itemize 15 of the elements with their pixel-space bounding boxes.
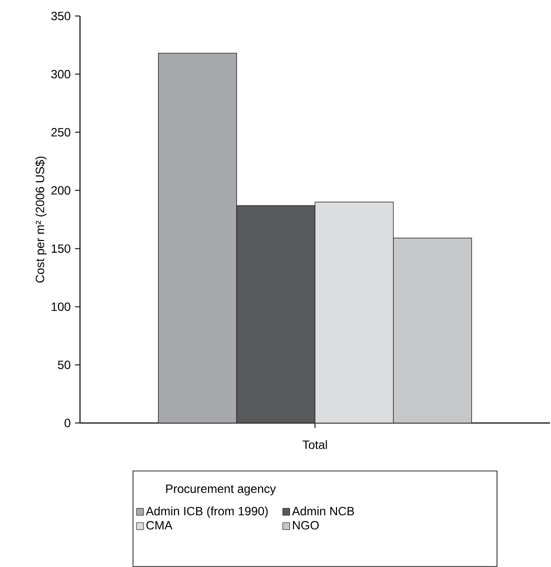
- y-tick-label: 350: [51, 12, 70, 20]
- legend-title: Procurement agency: [166, 484, 276, 496]
- y-tick-label: 0: [64, 418, 70, 428]
- y-tick-label: 300: [51, 70, 70, 78]
- y-tick-label: 100: [52, 302, 70, 311]
- y-tick-label: 50: [58, 360, 70, 370]
- legend-label: CMA: [146, 521, 172, 530]
- legend-label: Admin ICB (from 1990): [146, 506, 268, 518]
- y-tick-label: 250: [51, 128, 70, 137]
- legend-label: Admin NCB: [292, 506, 354, 516]
- legend-label: NGO: [292, 521, 319, 530]
- x-tick-label: Total: [302, 440, 327, 450]
- y-tick-label: 150: [52, 244, 70, 253]
- y-tick-label: 200: [51, 186, 70, 195]
- y-axis-title: Cost per m² (2006 US$): [35, 156, 47, 283]
